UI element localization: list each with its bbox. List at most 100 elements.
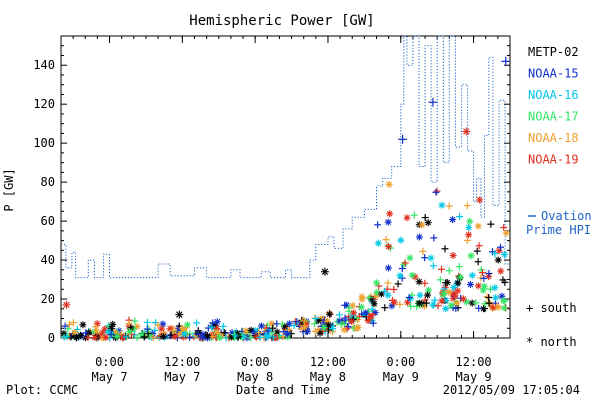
south-marker bbox=[410, 211, 418, 219]
north-marker bbox=[320, 323, 328, 331]
star-stroke bbox=[91, 334, 98, 341]
south-marker bbox=[247, 334, 255, 342]
south-marker bbox=[434, 302, 442, 310]
north-marker bbox=[215, 334, 223, 342]
star-stroke bbox=[409, 272, 416, 279]
x-tick-label-date: May 9 bbox=[456, 370, 492, 384]
south-marker bbox=[485, 294, 493, 302]
star-stroke bbox=[441, 290, 447, 297]
south-marker bbox=[133, 334, 141, 342]
north-marker bbox=[449, 251, 457, 259]
north-marker bbox=[466, 217, 474, 225]
star-stroke bbox=[328, 323, 335, 330]
south-marker-label: + south bbox=[526, 301, 577, 315]
star-stroke bbox=[417, 292, 423, 299]
north-marker bbox=[447, 301, 455, 309]
legend-item-noaa-18: NOAA-18 bbox=[528, 131, 579, 145]
south-marker bbox=[186, 333, 194, 341]
south-marker bbox=[431, 296, 439, 304]
north-marker bbox=[350, 309, 358, 317]
north-marker bbox=[384, 264, 392, 272]
star-stroke bbox=[349, 302, 356, 309]
star-stroke bbox=[450, 252, 457, 259]
south-marker bbox=[390, 285, 398, 293]
star-stroke bbox=[103, 334, 109, 341]
star-stroke bbox=[184, 321, 191, 328]
south-marker bbox=[63, 332, 71, 340]
north-marker bbox=[367, 313, 375, 321]
south-marker bbox=[475, 242, 483, 250]
north-marker bbox=[462, 127, 471, 136]
x-tick-label: 12:00 bbox=[310, 355, 346, 369]
plot-frame bbox=[60, 35, 511, 339]
north-marker bbox=[93, 320, 101, 328]
south-marker bbox=[65, 320, 73, 328]
star-stroke bbox=[416, 234, 423, 240]
star-stroke bbox=[109, 321, 116, 328]
south-marker bbox=[485, 269, 493, 277]
north-marker bbox=[400, 261, 408, 269]
south-marker bbox=[293, 318, 301, 326]
star-stroke bbox=[353, 325, 360, 332]
star-stroke bbox=[268, 320, 275, 327]
star-stroke bbox=[304, 328, 311, 335]
star-stroke bbox=[454, 288, 461, 294]
south-marker bbox=[149, 333, 157, 341]
north-marker bbox=[253, 333, 261, 341]
north-marker bbox=[384, 291, 392, 299]
north-marker bbox=[468, 271, 476, 279]
star-stroke bbox=[385, 292, 391, 299]
star-stroke bbox=[439, 202, 445, 209]
star-stroke bbox=[454, 300, 460, 306]
star-stroke bbox=[449, 216, 456, 223]
south-marker bbox=[438, 265, 446, 273]
north-marker bbox=[499, 297, 507, 305]
star-stroke bbox=[343, 302, 350, 309]
star-stroke bbox=[491, 284, 498, 291]
south-marker bbox=[368, 305, 376, 313]
south-marker bbox=[421, 296, 429, 304]
y-tick-label: 80 bbox=[41, 175, 55, 189]
south-marker bbox=[483, 293, 491, 301]
footer-plot-credit: Plot: CCMC bbox=[6, 383, 78, 397]
south-marker bbox=[232, 332, 240, 340]
south-marker bbox=[204, 324, 212, 332]
south-marker bbox=[407, 302, 415, 310]
north-marker bbox=[385, 180, 393, 188]
north-marker bbox=[443, 279, 451, 287]
star-stroke bbox=[172, 333, 178, 340]
north-marker bbox=[480, 282, 488, 290]
north-marker bbox=[283, 330, 291, 338]
x-tick-label-date: May 8 bbox=[237, 370, 273, 384]
north-marker bbox=[495, 247, 503, 255]
north-marker bbox=[407, 295, 415, 303]
north-marker bbox=[171, 333, 179, 341]
north-marker bbox=[442, 305, 450, 313]
north-marker bbox=[415, 278, 423, 286]
south-marker bbox=[430, 234, 438, 242]
star-stroke bbox=[176, 311, 183, 318]
north-marker bbox=[183, 321, 191, 329]
south-marker bbox=[266, 326, 274, 334]
south-marker bbox=[398, 134, 408, 144]
south-marker bbox=[493, 302, 501, 310]
x-tick-label-date: May 8 bbox=[310, 370, 346, 384]
star-stroke bbox=[216, 334, 223, 341]
north-marker bbox=[349, 302, 357, 310]
south-marker bbox=[428, 97, 438, 107]
star-stroke bbox=[476, 197, 483, 203]
north-marker bbox=[119, 334, 127, 342]
south-marker bbox=[143, 325, 151, 333]
star-stroke bbox=[467, 281, 474, 288]
south-marker bbox=[107, 330, 115, 338]
north-marker bbox=[454, 287, 462, 295]
y-tick-label: 140 bbox=[33, 58, 55, 72]
star-stroke bbox=[93, 328, 100, 335]
star-stroke bbox=[378, 291, 385, 297]
north-marker bbox=[326, 310, 334, 318]
x-axis-label: Date and Time bbox=[236, 383, 330, 397]
star-stroke bbox=[463, 299, 470, 305]
north-marker bbox=[397, 236, 405, 244]
north-marker bbox=[257, 322, 265, 330]
